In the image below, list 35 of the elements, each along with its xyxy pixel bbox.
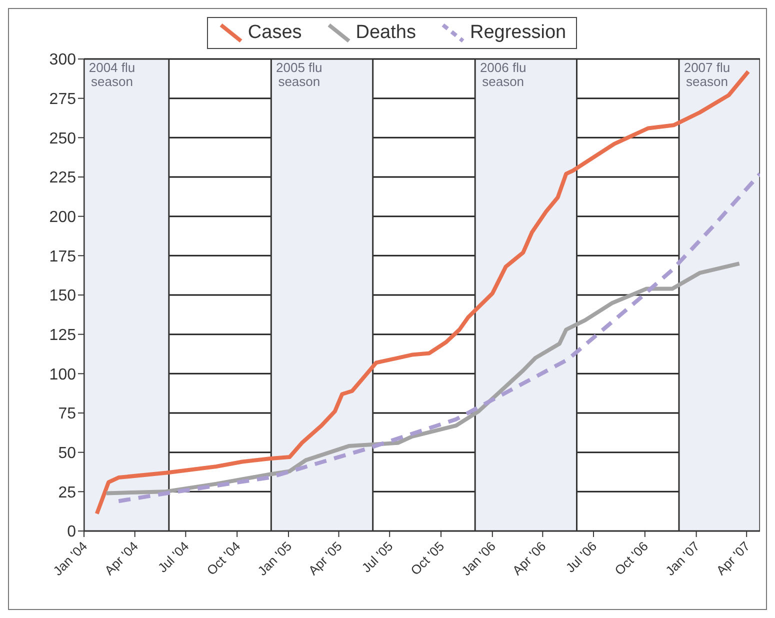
x-tick-label: Oct '04 (204, 538, 244, 578)
y-tick-label: 0 (67, 524, 76, 541)
y-tick-label: 175 (49, 248, 76, 266)
legend-label: Deaths (354, 22, 416, 44)
x-tick-label: Jan '06 (458, 538, 499, 578)
x-tick-label: Jul '05 (358, 538, 396, 576)
legend-label: Cases (246, 22, 302, 44)
y-tick-label: 100 (49, 366, 76, 384)
x-tick-label: Jul '04 (154, 538, 192, 576)
band-label: 2005 flu season (276, 60, 322, 89)
band-label: 2007 flu season (684, 60, 730, 89)
y-tick-label: 150 (49, 288, 76, 305)
x-tick-label: Jan '05 (254, 538, 295, 578)
x-tick-label: Apr '07 (713, 538, 753, 578)
x-tick-label: Oct '05 (408, 538, 448, 578)
x-tick-label: Jul '06 (562, 538, 600, 576)
y-tick-label: 200 (49, 209, 76, 226)
band-label: 2006 flu season (480, 60, 526, 89)
x-tick-label: Oct '06 (612, 538, 652, 578)
x-tick-label: Jan '07 (662, 538, 702, 578)
y-tick-label: 75 (58, 406, 76, 423)
x-tick-label: Apr '04 (102, 538, 141, 578)
band-label: 2004 flu season (88, 60, 136, 89)
x-tick-label: Apr '05 (305, 538, 345, 578)
legend-label: Regression (468, 22, 566, 44)
y-tick-label: 25 (58, 484, 76, 502)
y-tick-label: 50 (58, 445, 76, 462)
y-tick-label: 250 (49, 130, 76, 148)
y-tick-label: 300 (49, 52, 76, 69)
x-tick-label: Apr '06 (509, 538, 549, 578)
y-tick-label: 275 (49, 91, 76, 108)
x-tick-label: Jan '04 (50, 538, 90, 578)
y-tick-label: 225 (49, 170, 76, 187)
y-tick-label: 125 (49, 327, 76, 344)
line-series (116, 172, 760, 504)
